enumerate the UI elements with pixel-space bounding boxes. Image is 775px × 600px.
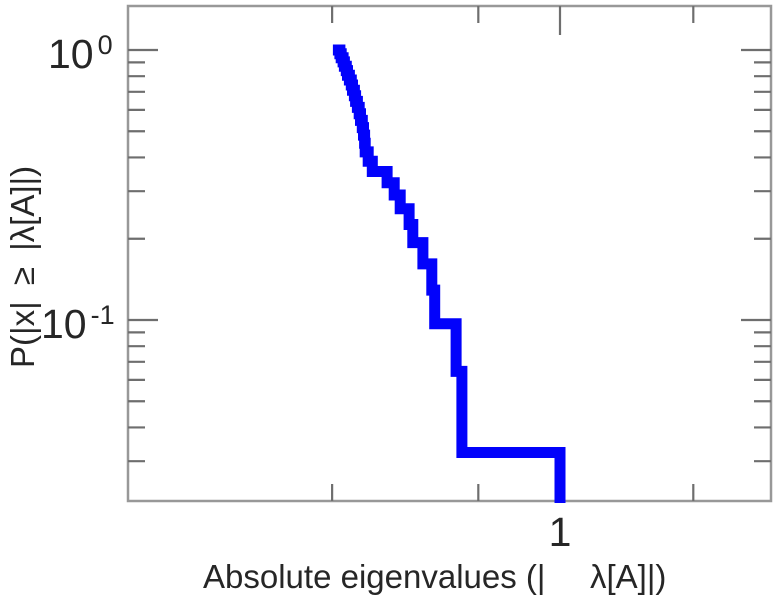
x-axis-label-prefix: Absolute eigenvalues (| [203, 558, 546, 595]
y-tick-label-1: 10 0 [48, 31, 113, 77]
y-tick-0.1-exponent: -1 [90, 300, 115, 330]
x-axis-label-lambda: λ[A]|) [590, 558, 667, 595]
y-axis-label: P(|x| ≥ |λ[A]|) [4, 165, 41, 368]
y-tick-label-0.1: 10 -1 [41, 301, 115, 347]
ccdf-step-curve [332, 44, 566, 503]
plot-border [126, 4, 773, 503]
y-tick-1-base: 10 [48, 31, 94, 77]
y-tick-1-exponent: 0 [97, 30, 113, 60]
x-tick-label-1: 1 [548, 509, 572, 555]
y-tick-0.1-base: 10 [41, 301, 87, 347]
